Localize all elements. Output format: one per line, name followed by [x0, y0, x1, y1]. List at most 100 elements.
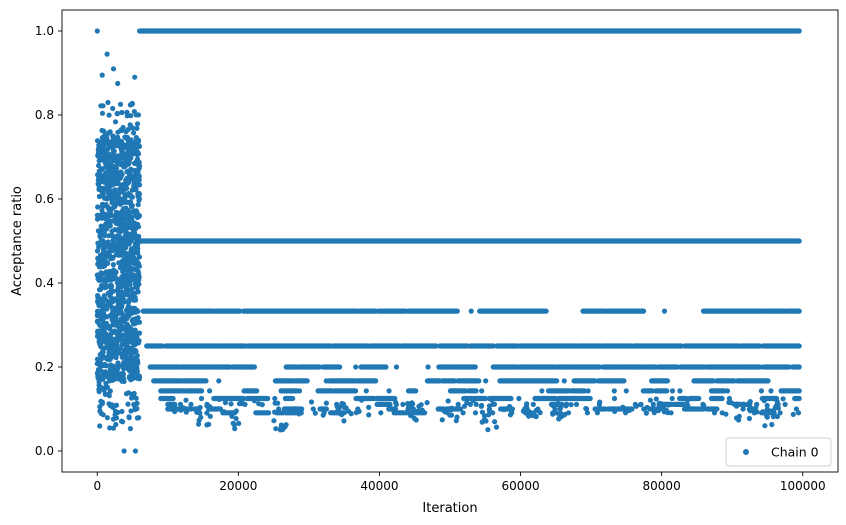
- data-point: [188, 401, 194, 407]
- data-point: [620, 404, 626, 410]
- data-point: [524, 401, 530, 407]
- data-point: [353, 364, 359, 370]
- data-point: [647, 397, 654, 403]
- data-point: [94, 248, 101, 254]
- data-point: [132, 281, 138, 287]
- data-point: [123, 240, 129, 246]
- data-point: [95, 152, 101, 159]
- data-point: [134, 178, 140, 184]
- data-point: [102, 279, 108, 285]
- data-point: [107, 324, 113, 330]
- data-point: [183, 397, 189, 403]
- data-point: [96, 168, 102, 174]
- data-point: [110, 346, 116, 353]
- data-point: [492, 419, 498, 425]
- data-point: [135, 112, 141, 118]
- data-point: [116, 181, 122, 187]
- plot-frame: [61, 9, 839, 473]
- data-point: [134, 334, 140, 340]
- data-point: [761, 398, 767, 404]
- data-point: [124, 267, 130, 273]
- data-point: [105, 290, 111, 296]
- data-point: [115, 346, 121, 352]
- data-point: [378, 410, 384, 416]
- data-point: [110, 262, 116, 268]
- data-point: [110, 105, 116, 112]
- data-point: [762, 423, 768, 429]
- data-point: [120, 311, 126, 317]
- data-point: [442, 409, 448, 415]
- data-point: [136, 191, 142, 197]
- data-point: [128, 362, 134, 368]
- data-point: [121, 250, 127, 256]
- data-point: [746, 415, 753, 422]
- data-point: [768, 388, 774, 394]
- data-point: [101, 306, 107, 312]
- data-point: [555, 396, 561, 403]
- data-point: [131, 258, 137, 264]
- data-point: [124, 225, 130, 231]
- data-point: [107, 312, 113, 319]
- data-point: [108, 276, 115, 282]
- data-point: [479, 402, 485, 409]
- data-point: [105, 130, 111, 136]
- x-tick-label: 40000: [360, 479, 398, 493]
- data-point: [221, 409, 227, 415]
- data-point: [106, 151, 112, 157]
- data-point: [97, 364, 104, 370]
- data-point: [132, 74, 138, 80]
- data-point: [272, 400, 278, 406]
- data-point: [661, 308, 668, 314]
- data-point: [114, 111, 120, 117]
- data-point: [119, 109, 125, 116]
- data-point: [222, 400, 228, 406]
- data-point: [99, 72, 105, 78]
- data-point: [97, 408, 103, 414]
- data-point: [280, 426, 286, 433]
- data-point: [120, 370, 126, 376]
- data-point: [128, 192, 134, 198]
- scatter-points: [94, 28, 802, 454]
- data-point: [665, 402, 672, 408]
- data-point: [132, 448, 138, 454]
- data-point: [296, 411, 302, 417]
- data-point: [121, 448, 127, 454]
- data-point: [99, 282, 105, 289]
- data-point: [393, 399, 399, 405]
- data-point: [128, 306, 134, 312]
- data-point: [771, 411, 777, 417]
- data-point: [746, 406, 752, 412]
- data-point: [760, 409, 766, 415]
- data-point: [98, 223, 104, 229]
- data-point: [114, 342, 120, 348]
- data-point: [597, 399, 603, 405]
- data-point: [96, 298, 102, 304]
- data-point: [712, 406, 718, 412]
- data-point: [129, 140, 135, 146]
- data-point: [131, 321, 137, 327]
- data-point: [107, 425, 113, 431]
- data-point: [561, 412, 567, 418]
- data-point: [256, 401, 262, 407]
- data-point: [194, 409, 200, 415]
- data-point: [104, 146, 110, 152]
- data-point: [136, 271, 142, 277]
- data-point: [122, 233, 128, 239]
- data-point: [119, 289, 125, 295]
- data-point: [99, 110, 106, 116]
- data-point: [134, 125, 140, 131]
- data-point: [623, 388, 629, 394]
- data-point: [533, 407, 540, 413]
- data-point: [108, 297, 114, 303]
- data-point: [769, 421, 775, 428]
- data-point: [125, 401, 131, 407]
- data-point: [594, 410, 601, 416]
- data-point: [233, 416, 239, 422]
- data-point: [96, 389, 102, 395]
- data-point: [122, 134, 128, 140]
- data-point: [119, 378, 125, 384]
- legend-label-chain-0: Chain 0: [771, 445, 819, 460]
- data-point: [177, 401, 184, 407]
- legend-box: [725, 437, 832, 467]
